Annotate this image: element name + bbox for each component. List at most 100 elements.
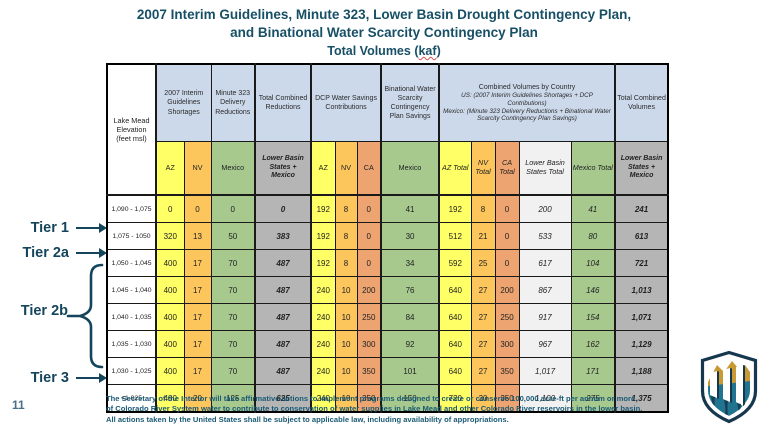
slide-title-line2: and Binational Water Scarcity Contingenc… (230, 25, 538, 40)
value-cell: 104 (570, 249, 616, 277)
value-cell: 192 (310, 194, 336, 223)
value-cell: 625 (254, 384, 313, 413)
value-cell: 80 (570, 222, 616, 250)
value-cell: 13 (183, 222, 212, 250)
slide-title-line1: 2007 Interim Guidelines, Minute 323, Low… (136, 7, 632, 22)
subheader-row: AZ NV Mexico Lower Basin States + Mexico… (107, 141, 669, 196)
combined-volumes-us-note: US: (2007 Interim Guidelines Shortages +… (461, 91, 593, 107)
footer-note: The Secretary of the Interior will take … (106, 394, 712, 425)
value-cell: 721 (614, 249, 669, 277)
subtitle-kaf: kaf (418, 44, 437, 58)
tier-2a-arrow-icon (76, 248, 107, 257)
value-cell: 1,129 (614, 330, 669, 358)
subheader-ca-total: CA Total (494, 141, 520, 196)
value-cell: 1,071 (614, 303, 669, 331)
value-cell: 400 (155, 276, 185, 304)
value-cell: 0 (356, 249, 382, 277)
value-cell: 192 (310, 222, 336, 250)
value-cell: 84 (380, 303, 440, 331)
subheader-mexico-binational: Mexico (380, 141, 440, 196)
subheader-lower-basin-states-total: Lower Basin States Total (518, 141, 572, 196)
value-cell: 967 (518, 330, 572, 358)
value-cell: 27 (470, 357, 496, 385)
value-cell: 0 (210, 194, 256, 223)
tier-3-arrow-icon (76, 373, 107, 382)
value-cell: 0 (254, 194, 313, 223)
value-cell: 101 (380, 357, 440, 385)
value-cell: 350 (494, 384, 520, 413)
subheader-nv: NV (183, 141, 212, 196)
value-cell: 0 (356, 222, 382, 250)
value-cell: 150 (380, 384, 440, 413)
tier-2a-text: Tier 2a (22, 245, 70, 261)
subheader-mexico: Mexico (210, 141, 256, 196)
subheader-mexico-total: Mexico Total (570, 141, 616, 196)
table-body: 1,090 - 1,075 0 0 0 0 192 8 0 41 192 8 0 200 41 241 1,0… (106, 194, 669, 413)
value-cell: 867 (518, 276, 572, 304)
elevation-cell: 1,045 - 1,040 (106, 276, 157, 304)
value-cell: 0 (494, 222, 520, 250)
group-header-combined-volumes-by-country: Combined Volumes by Country US: (2007 In… (438, 63, 616, 142)
elevation-cell: 1,075 - 1050 (106, 222, 157, 250)
volumes-table-wrap: Lake Mead Elevation (feet msl) 2007 Inte… (106, 63, 670, 413)
value-cell: 92 (380, 330, 440, 358)
subheader-nv-total: NV Total (470, 141, 496, 196)
value-cell: 617 (518, 249, 572, 277)
value-cell: 171 (570, 357, 616, 385)
value-cell: 0 (494, 194, 520, 223)
elevation-cell: 1,030 - 1,025 (106, 357, 157, 385)
value-cell: 200 (518, 194, 572, 223)
value-cell: 192 (310, 249, 336, 277)
value-cell: 320 (155, 222, 185, 250)
table-row: 1,045 - 1,040 400 17 70 487 240 10 200 76 640 27 20… (106, 276, 669, 304)
value-cell: 1,188 (614, 357, 669, 385)
page-number: 11 (12, 398, 25, 412)
value-cell: 27 (470, 330, 496, 358)
value-cell: 8 (334, 194, 358, 223)
value-cell: 240 (310, 384, 336, 413)
value-cell: 21 (470, 222, 496, 250)
value-cell: 10 (334, 303, 358, 331)
subheader-nv-dcp: NV (334, 141, 358, 196)
tier-3-text: Tier 3 (30, 370, 69, 386)
subheader-ca-dcp: CA (356, 141, 382, 196)
value-cell: 0 (494, 249, 520, 277)
value-cell: 400 (155, 303, 185, 331)
value-cell: 640 (438, 357, 472, 385)
value-cell: 1,100 (518, 384, 572, 413)
value-cell: 50 (210, 222, 256, 250)
value-cell: 200 (494, 276, 520, 304)
value-cell: 8 (334, 249, 358, 277)
group-header-total-combined-volumes: Total Combined Volumes (614, 63, 669, 142)
value-cell: 70 (210, 249, 256, 277)
value-cell: 41 (380, 194, 440, 223)
value-cell: 400 (155, 357, 185, 385)
value-cell: 192 (438, 194, 472, 223)
group-header-binational-savings: Binational Water Scarcity Contingency Pl… (380, 63, 440, 142)
value-cell: 17 (183, 276, 212, 304)
value-cell: 487 (254, 303, 313, 331)
group-header-total-combined-reductions: Total Combined Reductions (254, 63, 313, 142)
value-cell: 275 (570, 384, 616, 413)
value-cell: 400 (155, 249, 185, 277)
elevation-cell: <1,025 (106, 384, 157, 413)
value-cell: 27 (470, 303, 496, 331)
value-cell: 200 (356, 276, 382, 304)
footer-line: of Colorado River System water to contri… (106, 404, 643, 414)
value-cell: 240 (310, 330, 336, 358)
value-cell: 240 (310, 303, 336, 331)
value-cell: 76 (380, 276, 440, 304)
value-cell: 241 (614, 194, 669, 223)
value-cell: 17 (183, 249, 212, 277)
value-cell: 613 (614, 222, 669, 250)
value-cell: 10 (334, 357, 358, 385)
value-cell: 1,013 (614, 276, 669, 304)
value-cell: 640 (438, 303, 472, 331)
value-cell: 8 (334, 222, 358, 250)
volumes-table: Lake Mead Elevation (feet msl) 2007 Inte… (106, 63, 670, 413)
value-cell: 146 (570, 276, 616, 304)
value-cell: 487 (254, 276, 313, 304)
value-cell: 533 (518, 222, 572, 250)
slide-subtitle: Total Volumes (kaf) (0, 43, 768, 60)
subheader-az: AZ (155, 141, 185, 196)
